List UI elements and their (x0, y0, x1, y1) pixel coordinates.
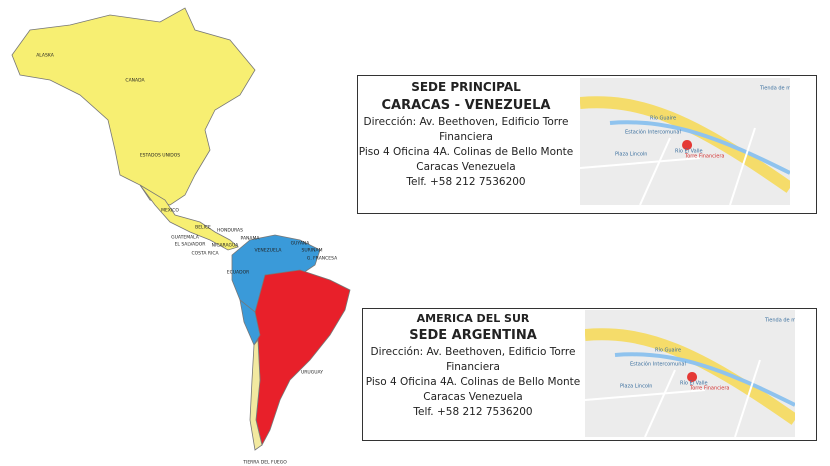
office-heading: CARACAS - VENEZUELA (381, 98, 551, 113)
south-america-west (239, 299, 261, 346)
country-label: VENEZUELA (254, 248, 282, 254)
americas-map: ALASKA CANADA ESTADOS UNIDOS MEXICO BELICE HO… (11, 7, 351, 466)
country-label: URUGUAY (301, 370, 323, 376)
north-america (11, 7, 256, 206)
country-label: GUYANA (291, 241, 311, 247)
map-label: Tienda de moda (764, 318, 795, 324)
country-label: MEXICO (161, 208, 179, 214)
office-line: Caracas Venezuela (423, 391, 523, 403)
road (580, 96, 790, 193)
country-label: TIERRA DEL FUEGO (242, 460, 287, 466)
country-label: EL SALVADOR (175, 242, 206, 248)
river (609, 120, 790, 175)
country-label: ECUADOR (227, 270, 250, 276)
map-label: Río El Valle (675, 148, 703, 155)
map-label: Río Guaire (655, 347, 681, 354)
office-line: Dirección: Av. Beethoven, Edificio Torre (363, 116, 569, 128)
country-label: BELICE (195, 225, 211, 231)
country-label: PANAMA (241, 236, 261, 242)
country-label: HONDURAS (217, 228, 243, 234)
country-label: NICARAGUA (212, 243, 240, 249)
map-label: Río Guaire (650, 115, 676, 122)
office-line: Financiera (446, 361, 500, 373)
pin (682, 140, 693, 162)
office-line: Telf. +58 212 7536200 (406, 176, 526, 188)
country-label: COSTA RICA (191, 251, 219, 257)
office-line: Dirección: Av. Beethoven, Edificio Torre (370, 346, 576, 358)
map-label: Tienda de moda (759, 86, 790, 92)
office-line: Financiera (439, 131, 493, 143)
street-map: Tienda de moda Río Guaire Estación Interco… (580, 78, 790, 205)
office-text: AMERICA DEL SUR SEDE ARGENTINA Dirección… (363, 311, 583, 420)
street-map: Tienda de moda Río Guaire Estación Interco… (585, 310, 795, 437)
office-heading: AMERICA DEL SUR (416, 312, 530, 325)
street (580, 127, 756, 205)
country-label: ESTADOS UNIDOS (140, 153, 180, 159)
office-line: Piso 4 Oficina 4A. Colinas de Bello Mont… (358, 146, 574, 158)
country-label: ALASKA (36, 53, 54, 59)
map-label: Plaza Lincoln (615, 152, 647, 158)
river (614, 352, 795, 407)
road (585, 328, 795, 425)
map-label: Río El Valle (680, 380, 708, 387)
country-label: SURINAM (302, 248, 323, 254)
country-label: GUATEMALA (171, 235, 200, 241)
map-label: Torre Financiera (689, 386, 729, 392)
office-heading: SEDE PRINCIPAL (411, 80, 521, 94)
country-label: G. FRANCESA (307, 256, 338, 262)
street (585, 359, 761, 437)
country-label: CANADA (125, 78, 145, 84)
pin (687, 372, 698, 394)
map-label: Estación Intercomunal (630, 361, 686, 368)
chile-strip (249, 338, 263, 451)
office-heading: SEDE ARGENTINA (409, 328, 537, 343)
south-america-south (254, 269, 351, 447)
office-line: Caracas Venezuela (416, 161, 516, 173)
office-line: Piso 4 Oficina 4A. Colinas de Bello Mont… (365, 376, 581, 388)
central-america (139, 184, 239, 251)
map-label: Plaza Lincoln (620, 384, 652, 390)
map-label: Torre Financiera (684, 154, 724, 160)
office-line: Telf. +58 212 7536200 (413, 406, 533, 418)
map-label: Estación Intercomunal (625, 129, 681, 136)
office-text: SEDE PRINCIPAL CARACAS - VENEZUELA Direc… (358, 79, 574, 190)
